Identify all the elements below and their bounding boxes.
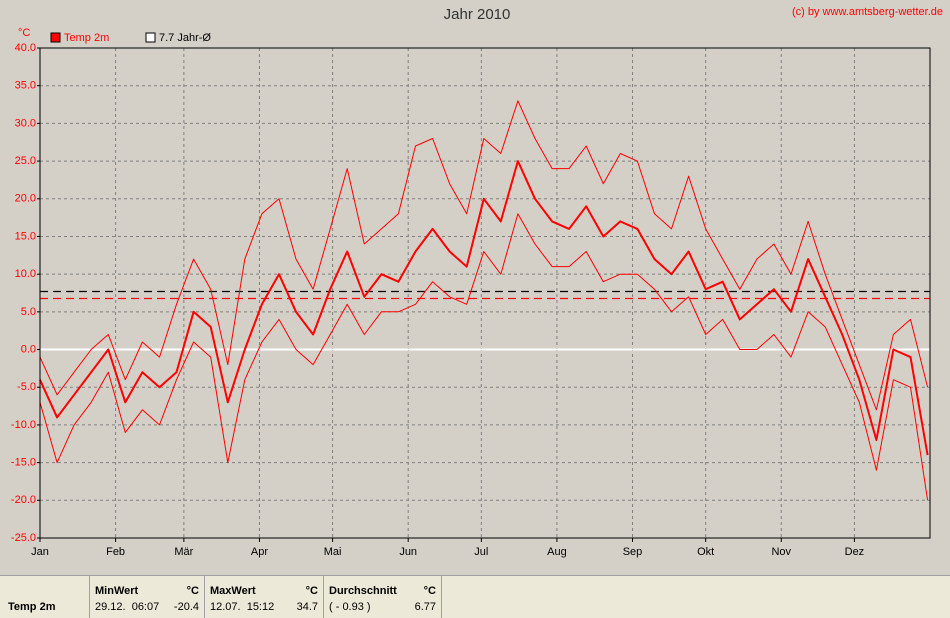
stats-time: 29.12. 06:07 [95, 601, 160, 613]
y-tick-label: 15.0 [15, 230, 36, 242]
x-tick-label: Dez [845, 546, 865, 558]
y-tick-label: -10.0 [11, 419, 36, 431]
stats-cell: MaxWert °C 12.07. 15:12 34.7 [205, 576, 324, 618]
stats-table: Temp 2m MinWert °C 29.12. 06:07 -20.4 MaxWer… [0, 575, 950, 618]
stats-unit: °C [305, 585, 318, 597]
stats-unit: °C [186, 585, 199, 597]
x-tick-label: Mai [324, 546, 342, 558]
x-tick-label: Mär [174, 546, 193, 558]
stats-header: MaxWert [210, 585, 256, 597]
x-tick-label: Jul [474, 546, 488, 558]
credit: (c) by www.amtsberg-wetter.de [792, 6, 943, 18]
y-tick-label: 0.0 [21, 343, 36, 355]
x-tick-label: Sep [623, 546, 643, 558]
x-tick-label: Jan [31, 546, 49, 558]
data-line [39, 160, 929, 456]
stats-value: -20.4 [173, 601, 199, 613]
y-unit: °C [18, 27, 30, 39]
data-line [39, 100, 929, 411]
stats-cell: MinWert °C 29.12. 06:07 -20.4 [90, 576, 205, 618]
y-tick-label: 35.0 [15, 80, 36, 92]
data-line [39, 213, 929, 501]
legend-swatch [145, 32, 156, 43]
y-tick-label: -25.0 [11, 532, 36, 544]
x-tick-label: Nov [771, 546, 791, 558]
stats-value: 34.7 [296, 601, 318, 613]
row-label: Temp 2m [8, 601, 56, 613]
y-tick-label: 5.0 [21, 306, 36, 318]
stats-time: 12.07. 15:12 [210, 601, 275, 613]
y-tick-label: 25.0 [15, 155, 36, 167]
y-tick-label: 10.0 [15, 268, 36, 280]
stats-header: Durchschnitt [329, 585, 397, 597]
plot-frame [39, 47, 931, 539]
x-tick-label: Apr [251, 546, 268, 558]
y-tick-label: -5.0 [17, 381, 36, 393]
y-tick-label: -20.0 [11, 494, 36, 506]
legend-label: 7.7 Jahr-Ø [159, 32, 211, 44]
legend-swatch [50, 32, 61, 43]
chart-title: Jahr 2010 [444, 6, 511, 23]
stats-value: 6.77 [414, 601, 436, 613]
y-tick-label: 20.0 [15, 193, 36, 205]
stats-unit: °C [423, 585, 436, 597]
stats-header: MinWert [95, 585, 139, 597]
stats-time: ( - 0.93 ) [329, 601, 371, 613]
stats-cell: Durchschnitt °C ( - 0.93 ) 6.77 [324, 576, 442, 618]
x-tick-label: Aug [547, 546, 567, 558]
y-tick-label: 30.0 [15, 117, 36, 129]
y-tick-label: 40.0 [15, 42, 36, 54]
x-tick-label: Jun [399, 546, 417, 558]
x-tick-label: Feb [106, 546, 125, 558]
legend-label: Temp 2m [64, 32, 109, 44]
x-tick-label: Okt [697, 546, 714, 558]
chart: Jahr 2010 (c) by www.amtsberg-wetter.de … [11, 6, 943, 558]
row-header: Temp 2m [0, 576, 90, 618]
y-tick-label: -15.0 [11, 457, 36, 469]
